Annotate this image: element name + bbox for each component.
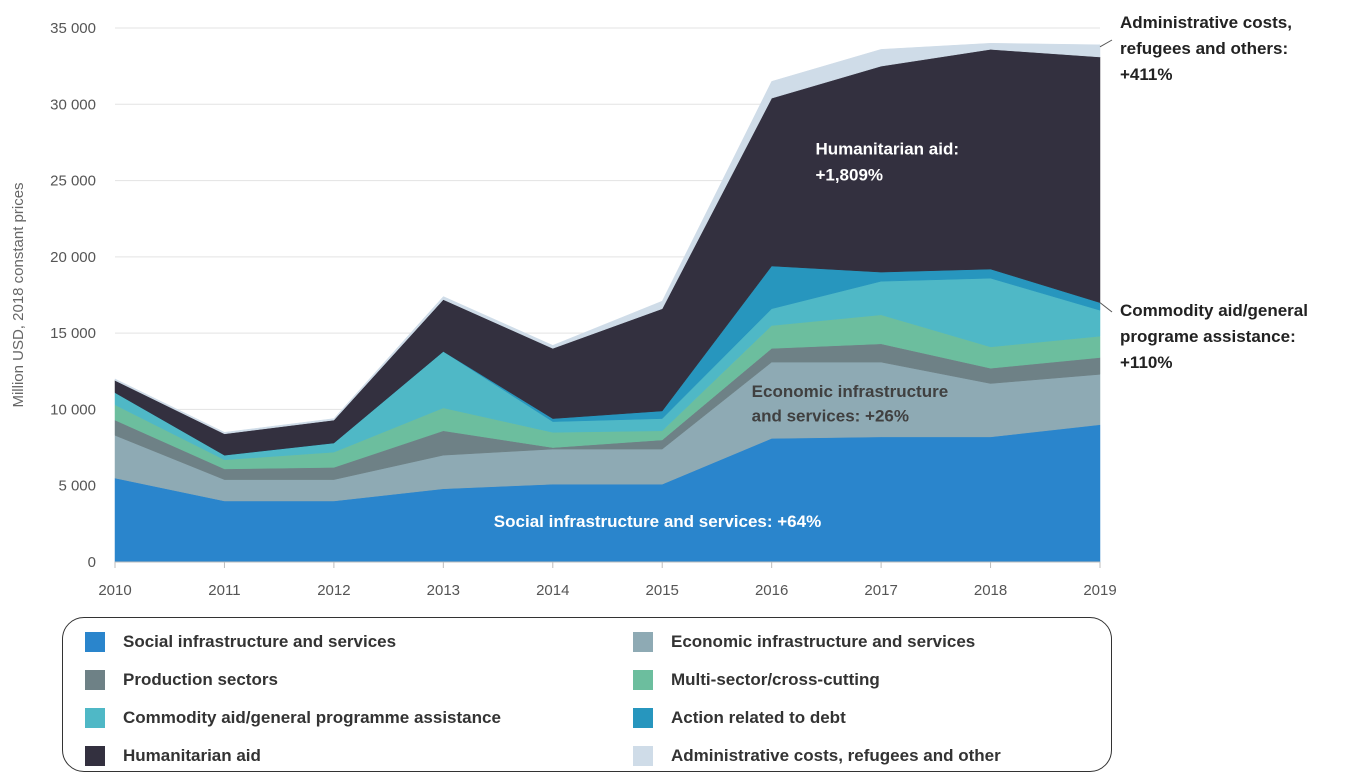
x-tick-label: 2013 (427, 582, 460, 599)
legend-swatch (633, 632, 653, 652)
legend-label: Humanitarian aid (123, 746, 261, 765)
y-axis-label: Million USD, 2018 constant prices (10, 182, 27, 407)
y-tick-label: 0 (88, 554, 96, 571)
legend-label: Production sectors (123, 670, 278, 689)
legend-swatch (633, 746, 653, 766)
callout-label: Administrative costs, (1120, 13, 1292, 32)
callout-label: +110% (1120, 353, 1172, 372)
legend-label: Action related to debt (671, 708, 846, 727)
legend-swatch (85, 708, 105, 728)
stacked-area-chart: 2010 2011 2012 2013 2014 2015 2016 2017 2018 2019… (10, 13, 1308, 599)
x-tick-label: 2010 (98, 582, 131, 599)
x-axis: 2010 2011 2012 2013 2014 2015 2016 2017 2018 2019 (98, 561, 1117, 599)
legend-item: Economic infrastructure and services (633, 630, 975, 654)
legend-swatch (85, 632, 105, 652)
legend-label: Commodity aid/general programme assistan… (123, 708, 501, 727)
legend-swatch (633, 670, 653, 690)
legend-label: Economic infrastructure and services (671, 632, 976, 651)
y-tick-label: 20 000 (50, 249, 96, 266)
callout-leader (1099, 39, 1113, 48)
y-tick-label: 15 000 (50, 325, 96, 342)
callout-label: Commodity aid/general (1120, 301, 1308, 320)
legend-item: Administrative costs, refugees and other (633, 744, 1001, 768)
legend-label: Social infrastructure and services (123, 632, 397, 651)
annotation-label: +1,809% (815, 166, 883, 185)
y-tick-label: 30 000 (50, 96, 96, 113)
legend-swatch (85, 746, 105, 766)
annotation-label: Social infrastructure and services: +64% (494, 512, 821, 531)
legend-label: Administrative costs, refugees and other (671, 746, 1001, 765)
x-tick-label: 2011 (208, 582, 240, 599)
legend-item: Production sectors (85, 668, 278, 692)
y-tick-label: 35 000 (50, 20, 96, 37)
y-tick-label: 5 000 (58, 478, 96, 495)
y-tick-label: 25 000 (50, 173, 96, 190)
legend-item: Social infrastructure and services (85, 630, 396, 654)
legend-item: Multi-sector/cross-cutting (633, 668, 880, 692)
annotation-label: and services: +26% (752, 407, 909, 426)
callout-leader (1099, 302, 1113, 313)
legend-swatch (85, 670, 105, 690)
legend-item: Humanitarian aid (85, 744, 261, 768)
callout-label: +411% (1120, 65, 1172, 84)
callouts: Administrative costs, refugees and others… (1099, 13, 1308, 372)
legend-swatch (633, 708, 653, 728)
x-tick-label: 2015 (646, 582, 679, 599)
legend-item: Commodity aid/general programme assistan… (85, 706, 501, 730)
legend-item: Action related to debt (633, 706, 846, 730)
annotations: Social infrastructure and services: +64%… (494, 140, 959, 531)
x-tick-label: 2012 (317, 582, 350, 599)
area-administrative-costs-refugees-and-other (114, 43, 1101, 435)
annotation-label: Humanitarian aid: (815, 140, 959, 159)
y-axis: 0 5 000 10 000 15 000 20 000 25 000 30 000 35 0… (50, 20, 96, 571)
annotation-label: Economic infrastructure (752, 382, 949, 401)
x-tick-label: 2019 (1083, 582, 1116, 599)
series-areas (114, 43, 1101, 563)
legend-label: Multi-sector/cross-cutting (671, 670, 880, 689)
callout-label: programe assistance: (1120, 327, 1296, 346)
x-tick-label: 2018 (974, 582, 1007, 599)
callout-label: refugees and others: (1120, 39, 1288, 58)
x-tick-label: 2016 (755, 582, 788, 599)
x-tick-label: 2017 (864, 582, 897, 599)
legend: Social infrastructure and services Econom… (62, 617, 1112, 772)
x-tick-label: 2014 (536, 582, 569, 599)
y-tick-label: 10 000 (50, 401, 96, 418)
